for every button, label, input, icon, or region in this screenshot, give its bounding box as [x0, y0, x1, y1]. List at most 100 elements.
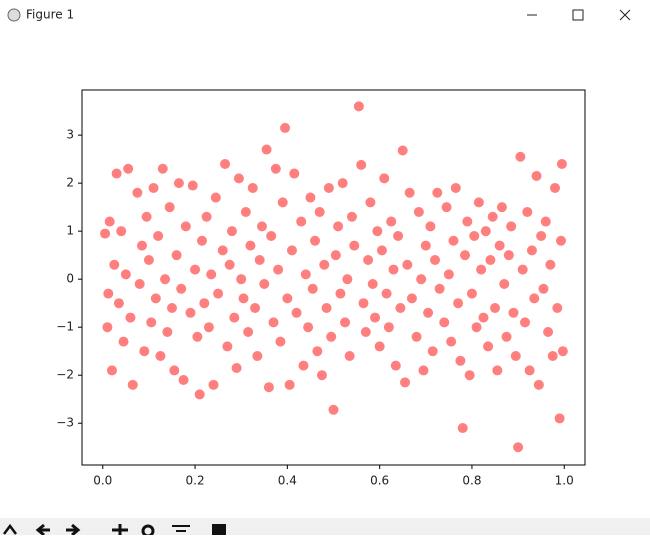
- point: [469, 230, 480, 241]
- point: [496, 202, 507, 213]
- point: [270, 163, 281, 174]
- point: [356, 159, 367, 170]
- point: [367, 278, 378, 289]
- point: [423, 307, 434, 318]
- point: [515, 151, 526, 162]
- point: [254, 254, 265, 265]
- point: [487, 211, 498, 222]
- point: [397, 145, 408, 156]
- point: [150, 293, 161, 304]
- home-button[interactable]: [3, 523, 17, 535]
- point: [506, 221, 517, 232]
- point: [266, 230, 277, 241]
- point: [164, 202, 175, 213]
- point: [342, 274, 353, 285]
- point: [441, 202, 452, 213]
- point: [166, 302, 177, 313]
- point: [480, 226, 491, 237]
- point: [333, 221, 344, 232]
- maximize-button[interactable]: [572, 9, 584, 21]
- point: [466, 288, 477, 299]
- point: [319, 259, 330, 270]
- point: [390, 360, 401, 371]
- point: [136, 240, 147, 251]
- point: [388, 264, 399, 275]
- y-tick-label: −1: [56, 320, 74, 334]
- point: [402, 259, 413, 270]
- point: [404, 187, 415, 198]
- y-tick-label: 2: [66, 176, 74, 190]
- point: [312, 346, 323, 357]
- point: [547, 351, 558, 362]
- point: [520, 317, 531, 328]
- point: [289, 168, 300, 179]
- point: [314, 206, 325, 217]
- point: [236, 274, 247, 285]
- point: [190, 264, 201, 275]
- point: [529, 293, 540, 304]
- point: [118, 336, 129, 347]
- point: [510, 351, 521, 362]
- point: [411, 331, 422, 342]
- point: [263, 382, 274, 393]
- point: [316, 370, 327, 381]
- point: [476, 264, 487, 275]
- point: [222, 341, 233, 352]
- point: [291, 307, 302, 318]
- point: [344, 351, 355, 362]
- point: [524, 365, 535, 376]
- configure-button[interactable]: [172, 525, 190, 532]
- point: [238, 293, 249, 304]
- point: [335, 288, 346, 299]
- point: [321, 302, 332, 313]
- point: [363, 254, 374, 265]
- save-button[interactable]: [212, 524, 226, 535]
- point: [256, 221, 267, 232]
- back-button[interactable]: [35, 523, 50, 537]
- y-tick-label: −3: [56, 416, 74, 430]
- point: [231, 363, 242, 374]
- point: [307, 283, 318, 294]
- point: [450, 182, 461, 193]
- point: [194, 389, 205, 400]
- point: [220, 158, 231, 169]
- x-tick-label: 0.0: [93, 474, 112, 488]
- point: [116, 226, 127, 237]
- point: [483, 341, 494, 352]
- close-button[interactable]: [619, 9, 631, 21]
- point: [434, 283, 445, 294]
- point: [233, 173, 244, 184]
- point: [106, 365, 117, 376]
- point: [224, 259, 235, 270]
- point: [146, 317, 157, 328]
- point: [430, 254, 441, 265]
- point: [427, 346, 438, 357]
- point: [310, 235, 321, 246]
- point: [217, 245, 228, 256]
- point: [358, 298, 369, 309]
- point: [134, 278, 145, 289]
- point: [199, 298, 210, 309]
- point: [273, 264, 284, 275]
- point: [187, 180, 198, 191]
- point: [337, 178, 348, 189]
- toolbar-bg: [0, 518, 650, 535]
- point: [109, 259, 120, 270]
- point: [226, 226, 237, 237]
- x-tick-label: 0.2: [186, 474, 205, 488]
- point: [439, 317, 450, 328]
- point: [556, 235, 567, 246]
- point: [132, 187, 143, 198]
- point: [282, 293, 293, 304]
- forward-button[interactable]: [66, 523, 81, 537]
- point: [557, 346, 568, 357]
- point: [162, 326, 173, 337]
- pan-button[interactable]: [112, 524, 128, 535]
- point: [376, 245, 387, 256]
- point: [425, 221, 436, 232]
- point: [346, 211, 357, 222]
- point: [268, 317, 279, 328]
- point: [448, 235, 459, 246]
- title-bar: [0, 0, 650, 30]
